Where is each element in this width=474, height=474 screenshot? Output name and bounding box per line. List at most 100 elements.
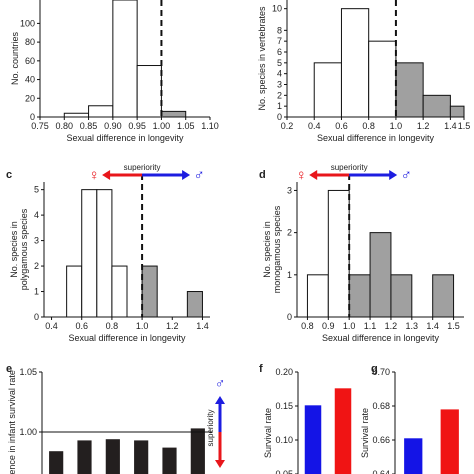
histogram-bar — [306, 274, 329, 318]
panel-d: 0.8 0.9 1.0 1.1 1.2 1.3 1.4 1.5 0 1 2 3 Sexual diffe… — [259, 163, 464, 343]
x-axis-label: Sexual difference in longevity — [322, 333, 439, 343]
panel-label: e — [6, 363, 12, 375]
panel-label: g — [371, 363, 378, 375]
male-symbol-icon: ♂ — [215, 375, 226, 391]
bar — [440, 409, 459, 474]
x-tick-label: 1.5 — [458, 121, 471, 131]
bar — [162, 447, 177, 474]
y-tick-label: 60 — [25, 56, 35, 66]
y-tick-label: 1 — [277, 101, 282, 111]
y-tick-label: 5 — [34, 185, 39, 195]
x-tick-label: 1.1 — [364, 321, 377, 331]
histogram-bar — [63, 112, 90, 118]
histogram-bar — [390, 274, 413, 318]
bar — [304, 405, 322, 474]
x-tick-label: 1.4 — [444, 121, 457, 131]
bar — [49, 451, 64, 474]
x-tick-label: 1.3 — [406, 321, 419, 331]
histogram-bar — [160, 110, 187, 118]
bar — [334, 388, 352, 474]
female-symbol-icon: ♀ — [88, 167, 99, 184]
x-axis-label: Sexual difference in longevity — [69, 333, 186, 343]
histogram-bar — [348, 274, 371, 318]
x-tick-label: 0.4 — [308, 121, 321, 131]
y-tick-label: 3 — [277, 80, 282, 90]
x-tick-label: 0.2 — [281, 121, 294, 131]
x-tick-label: 0.8 — [301, 321, 314, 331]
x-tick-label: 1.00 — [153, 121, 171, 131]
male-symbol-icon: ♂ — [401, 167, 412, 184]
histogram-bar — [96, 189, 113, 318]
x-tick-label: 0.6 — [335, 121, 348, 131]
bar — [190, 428, 205, 474]
bar — [105, 439, 120, 474]
y-tick-label: 3 — [34, 236, 39, 246]
y-axis-label: monogamous species — [272, 205, 282, 293]
y-tick-label: 0.70 — [372, 367, 390, 377]
y-tick-label: 0.64 — [372, 469, 390, 474]
x-tick-label: 0.8 — [362, 121, 375, 131]
panel-label: c — [6, 169, 12, 181]
x-axis-label: Sexual difference in longevity — [317, 133, 434, 143]
histogram-bar — [186, 291, 203, 318]
y-axis-label: polygamous species — [19, 208, 29, 290]
panel-a: 0.75 0.80 0.85 0.90 0.95 1.00 1.05 1.10 0 20 40 60 8… — [10, 0, 219, 143]
y-axis-label: Survival rate — [263, 408, 273, 458]
y-tick-label: 40 — [25, 75, 35, 85]
x-axis-label: Sexual difference in longevity — [67, 133, 184, 143]
histogram-bar — [340, 8, 370, 118]
y-tick-label: 4 — [277, 69, 282, 79]
y-tick-label: 5 — [277, 58, 282, 68]
histogram-bar — [88, 105, 114, 118]
panel-c: 0.4 0.6 0.8 1.0 1.2 1.4 0 1 2 3 4 5 Sexual differenc… — [6, 163, 210, 343]
y-axis-label: No. species in vertebrates — [257, 6, 267, 111]
y-tick-label: 20 — [25, 93, 35, 103]
y-tick-label: 0 — [30, 112, 35, 122]
panel-label: f — [259, 363, 263, 375]
x-tick-label: 1.2 — [166, 321, 179, 331]
y-tick-label: 6 — [277, 47, 282, 57]
y-axis-label: Survival rate — [360, 408, 370, 458]
bar — [134, 440, 149, 474]
female-arrowhead — [215, 460, 225, 468]
y-tick-label: 1 — [287, 270, 292, 280]
male-arrowhead — [182, 170, 191, 180]
histogram-bar — [81, 189, 98, 318]
y-tick-label: 1.00 — [19, 427, 37, 437]
superiority-label: superiority — [206, 410, 215, 447]
x-tick-label: 1.05 — [177, 121, 195, 131]
histogram-bar — [111, 265, 128, 318]
histogram-bar — [313, 62, 342, 118]
x-tick-label: 1.4 — [426, 321, 439, 331]
x-tick-label: 1.4 — [196, 321, 209, 331]
y-tick-label: 0.20 — [275, 367, 293, 377]
y-tick-label: 10 — [272, 4, 282, 14]
x-tick-label: 0.75 — [31, 121, 49, 131]
x-tick-label: 0.8 — [106, 321, 119, 331]
y-tick-label: 100 — [20, 18, 35, 28]
y-tick-label: 0.10 — [275, 435, 293, 445]
y-tick-label: 1.05 — [19, 367, 37, 377]
histogram-bar — [432, 274, 455, 318]
male-symbol-icon: ♂ — [193, 167, 204, 184]
bar — [404, 438, 423, 474]
y-tick-label: 2 — [34, 261, 39, 271]
y-tick-label: 0.15 — [275, 401, 293, 411]
superiority-label: superiority — [331, 163, 368, 172]
panel-f: 0.20 0.15 0.10 0.05 Survival rate f — [259, 363, 352, 474]
y-tick-label: 4 — [34, 210, 39, 220]
y-axis-label: No. countries — [10, 31, 20, 85]
x-tick-label: 0.80 — [56, 121, 74, 131]
histogram-bar — [368, 40, 397, 118]
x-tick-label: 0.90 — [104, 121, 122, 131]
panel-g: 0.70 0.68 0.66 0.64 Survival rate g — [360, 363, 459, 474]
y-tick-label: 2 — [277, 90, 282, 100]
y-tick-label: 0 — [34, 312, 39, 322]
x-tick-label: 0.95 — [128, 121, 146, 131]
y-tick-label: 0 — [277, 112, 282, 122]
y-tick-label: 1 — [34, 287, 39, 297]
male-arrowhead — [389, 170, 398, 180]
y-axis-label: Difference in infant survival rate — [7, 370, 17, 474]
